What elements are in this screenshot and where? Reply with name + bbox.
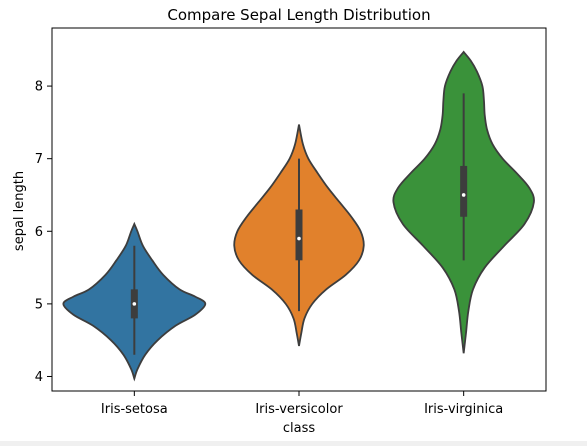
median-dot-iris-setosa	[132, 302, 137, 306]
violin-iris-virginica	[392, 50, 535, 354]
x-tick-label-iris-versicolor: Iris-versicolor	[255, 402, 343, 417]
x-tick-label-iris-virginica: Iris-virginica	[424, 402, 503, 417]
violin-iris-versicolor	[233, 124, 365, 347]
x-axis-label: class	[283, 421, 315, 436]
iqr-box-iris-versicolor	[295, 209, 303, 261]
y-axis: 4 5 6 7 8	[35, 80, 52, 385]
iqr-box-iris-virginica	[460, 165, 468, 217]
x-tick-label-iris-setosa: Iris-setosa	[101, 402, 168, 417]
median-dot-iris-virginica	[461, 193, 466, 197]
y-tick-label: 5	[35, 297, 43, 312]
y-tick-label: 6	[35, 225, 43, 240]
violins-group	[62, 50, 535, 382]
violin-iris-setosa	[62, 221, 207, 382]
chart-title: Compare Sepal Length Distribution	[167, 6, 430, 24]
y-tick-label: 4	[35, 370, 43, 385]
median-dot-iris-versicolor	[297, 236, 301, 241]
window-bottom-strip	[0, 441, 587, 446]
x-axis: Iris-setosa Iris-versicolor Iris-virginica	[101, 391, 503, 417]
y-tick-label: 7	[35, 152, 43, 167]
y-tick-label: 8	[35, 80, 43, 95]
y-axis-label: sepal length	[12, 171, 27, 251]
